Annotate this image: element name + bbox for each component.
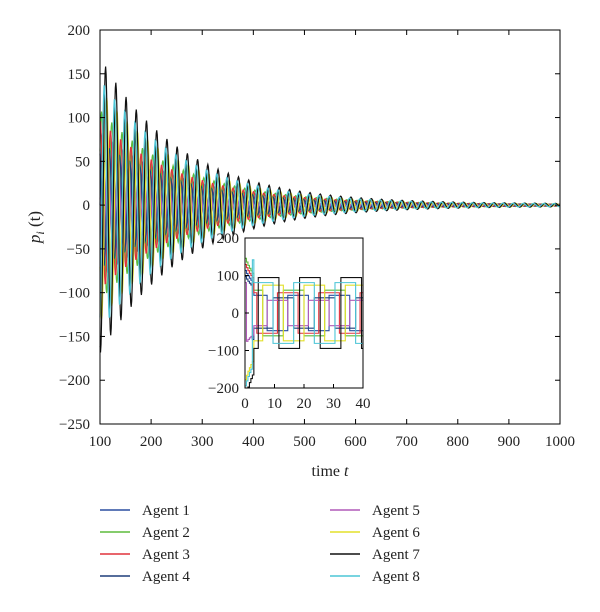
x-tick-label: 400	[242, 434, 265, 450]
series-line-8	[99, 85, 561, 318]
inset-x-tick-label: 10	[267, 396, 282, 412]
legend-label-8: Agent 8	[372, 569, 420, 585]
main-chart: 100 200 300 400 500 600 700 800 900 1000−250−200−…	[25, 23, 575, 480]
y-axis-label: pi (t)	[25, 211, 47, 244]
x-tick-label: 600	[344, 434, 367, 450]
x-tick-label: 900	[498, 434, 521, 450]
plot-frame	[99, 29, 561, 425]
inset-series-line-7	[247, 277, 363, 388]
series-line-6	[99, 97, 561, 320]
inset-y-tick-label: 0	[232, 306, 240, 322]
x-tick-label: 300	[191, 434, 214, 450]
series-line-4	[99, 148, 561, 266]
y-tick-label: −250	[59, 417, 90, 433]
y-tick-label: −100	[59, 286, 90, 302]
legend-label-6: Agent 6	[372, 525, 420, 541]
inset-x-tick-label: 40	[356, 396, 371, 412]
legend-label-5: Agent 5	[372, 503, 420, 519]
y-tick-label: 0	[83, 198, 91, 214]
inset-series-line-8	[245, 259, 363, 387]
legend-label-3: Agent 3	[142, 547, 190, 563]
series-line-5	[99, 155, 561, 258]
legend-label-1: Agent 1	[142, 503, 190, 519]
legend-label-4: Agent 4	[142, 569, 190, 585]
y-tick-label: −200	[59, 373, 90, 389]
inset-x-tick-label: 20	[297, 396, 312, 412]
inset-y-tick-label: 100	[217, 269, 240, 285]
y-tick-label: 100	[68, 111, 91, 127]
legend-label-7: Agent 7	[372, 547, 420, 563]
y-tick-label: −150	[59, 329, 90, 345]
inset-y-tick-label: −100	[208, 344, 239, 360]
x-tick-label: 700	[395, 434, 418, 450]
x-tick-label: 1000	[545, 434, 575, 450]
x-axis-label: time t	[312, 463, 349, 480]
legend: Agent 1 Agent 2 Agent 3 Agent 4 Agent 5 Agent…	[100, 503, 420, 585]
inset-y-tick-label: −200	[208, 381, 239, 397]
y-tick-label: 200	[68, 23, 91, 39]
y-tick-label: 50	[75, 154, 90, 170]
inset-x-tick-label: 0	[241, 396, 249, 412]
x-tick-label: 200	[140, 434, 163, 450]
x-tick-label: 500	[293, 434, 316, 450]
x-tick-label: 800	[447, 434, 470, 450]
legend-label-2: Agent 2	[142, 525, 190, 541]
x-tick-label: 100	[89, 434, 112, 450]
inset-chart: 0 10 20 30 40 −200 −100 0 100 200	[208, 231, 370, 412]
y-tick-label: −50	[67, 242, 90, 258]
y-tick-label: 150	[68, 67, 91, 83]
inset-y-tick-label: 200	[217, 231, 240, 247]
inset-x-tick-label: 30	[326, 396, 341, 412]
inset-series-group	[245, 257, 363, 388]
